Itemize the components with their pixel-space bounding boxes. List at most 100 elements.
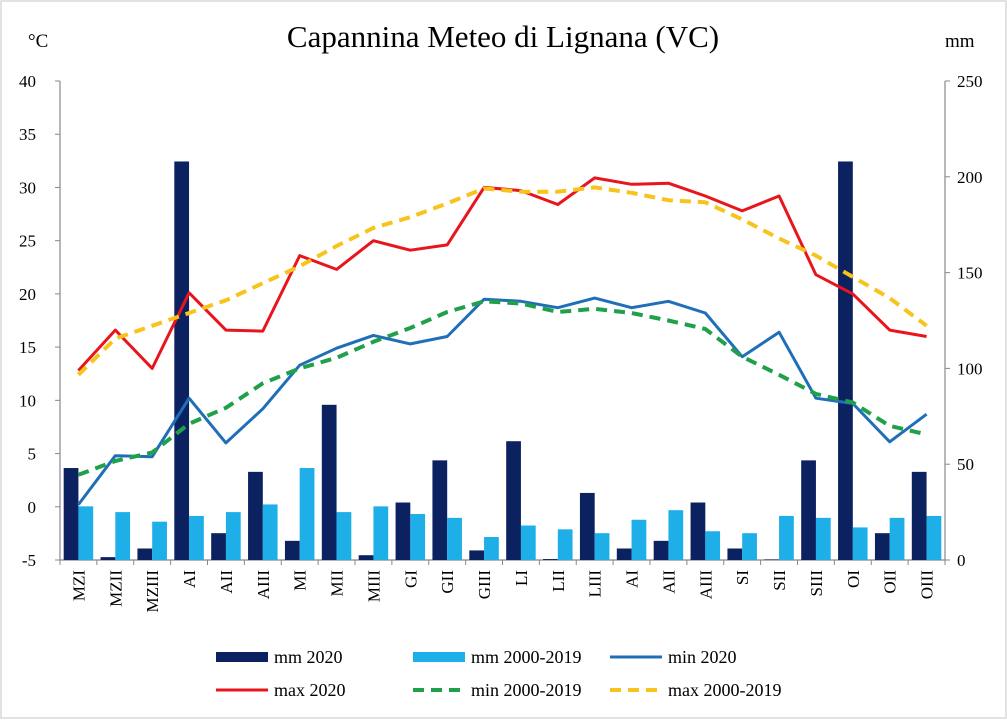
right-tick-label: 250 [957,72,983,91]
bar-mm-2020 [174,161,190,561]
chart-title: Capannina Meteo di Lignana (VC) [287,19,719,54]
x-category-label: MII [328,570,347,597]
bar-mm-2000-2019 [668,510,684,560]
legend-swatch [413,652,465,662]
x-category-label: OIII [918,570,937,600]
x-category-label: AI [180,570,199,588]
left-axis-unit: °C [28,31,48,52]
bar-mm-2000-2019 [742,533,757,560]
x-category-label: SI [733,570,752,585]
bar-mm-2000-2019 [410,514,426,560]
bar-mm-2020 [727,548,743,560]
x-category-label: AIII [696,570,715,600]
left-tick-label: 5 [28,445,37,464]
bar-mm-2000-2019 [447,517,462,560]
bar-mm-2000-2019 [373,506,389,560]
legend-label: max 2000-2019 [668,680,781,700]
left-tick-label: 30 [19,178,36,197]
bar-mm-2020 [321,404,337,560]
bar-mm-2000-2019 [299,468,315,560]
left-tick-label: 40 [19,72,36,91]
right-tick-label: 0 [957,551,966,570]
bar-mm-2020 [874,533,890,560]
bar-mm-2020 [211,533,226,560]
bar-mm-2020 [284,540,300,560]
bar-mm-2020 [653,540,669,560]
bar-mm-2020 [838,161,853,561]
left-tick-label: -5 [22,551,36,570]
x-category-label: AI [623,570,642,588]
bar-mm-2020 [690,502,706,560]
x-category-label: AII [217,570,236,594]
bar-mm-2020 [469,550,485,560]
bar-mm-2000-2019 [520,525,536,560]
bar-mm-2020 [801,460,816,560]
left-tick-label: 25 [19,232,36,251]
bar-mm-2000-2019 [926,515,942,560]
bar-mm-2000-2019 [336,512,352,560]
x-category-label: MZII [106,570,125,607]
bar-mm-2020 [543,559,558,560]
bar-mm-2000-2019 [115,512,131,560]
line-max-2000-2019 [76,185,928,377]
x-category-label: MIII [364,570,383,602]
x-category-label: OII [881,570,900,594]
bar-mm-2000-2019 [852,527,868,560]
bar-mm-2020 [432,460,448,560]
bar-mm-2000-2019 [631,519,647,560]
bar-mm-2000-2019 [889,517,905,560]
x-category-label: GIII [475,570,494,600]
bar-mm-2000-2019 [152,521,167,560]
left-tick-label: 20 [19,285,36,304]
x-category-label: AII [659,570,678,594]
x-category-label: LI [512,570,531,586]
left-tick-label: 0 [28,498,37,517]
legend: mm 2020 mm 2000-2019 min 2020 max 2020 min 2… [216,647,781,700]
bar-mm-2000-2019 [484,537,499,560]
lines [76,176,928,506]
legend-swatch [216,652,268,662]
x-category-label: SII [770,570,789,591]
x-category-label: MZIII [143,570,162,613]
bar-mm-2020 [100,557,116,560]
bar-mm-2020 [764,559,780,560]
right-tick-label: 50 [957,455,974,474]
bar-mm-2000-2019 [557,529,573,560]
x-category-label: LII [549,570,568,592]
bar-mm-2020 [506,441,521,560]
legend-label: min 2020 [668,647,737,667]
x-category-label: MZI [69,570,88,602]
x-category-label: OI [844,570,863,588]
x-category-label: LIII [586,570,605,598]
right-tick-label: 150 [957,264,983,283]
x-category-label: GII [438,570,457,594]
bar-mm-2000-2019 [779,515,794,560]
left-tick-label: 35 [19,125,36,144]
right-tick-label: 200 [957,168,983,187]
x-category-label: AIII [254,570,273,600]
bar-mm-2000-2019 [815,517,831,560]
bar-mm-2020 [616,548,632,560]
legend-label: mm 2000-2019 [471,647,582,667]
bar-mm-2020 [395,502,411,560]
bar-mm-2000-2019 [594,533,610,560]
legend-label: max 2020 [274,680,346,700]
legend-label: mm 2020 [274,647,343,667]
bar-mm-2020 [63,468,79,560]
line-min-2020 [77,296,928,506]
bar-mm-2020 [248,471,263,560]
bar-mm-2020 [579,492,595,560]
right-axis-unit: mm [945,31,975,52]
bars [63,161,942,561]
bar-mm-2000-2019 [262,504,278,560]
bar-mm-2000-2019 [189,515,204,560]
bar-mm-2020 [137,548,153,560]
bar-mm-2020 [911,471,927,560]
line-min-2000-2019 [77,299,928,477]
bar-mm-2000-2019 [705,531,721,560]
bar-mm-2000-2019 [78,506,94,560]
bar-mm-2000-2019 [225,512,241,560]
x-category-label: GI [401,570,420,588]
